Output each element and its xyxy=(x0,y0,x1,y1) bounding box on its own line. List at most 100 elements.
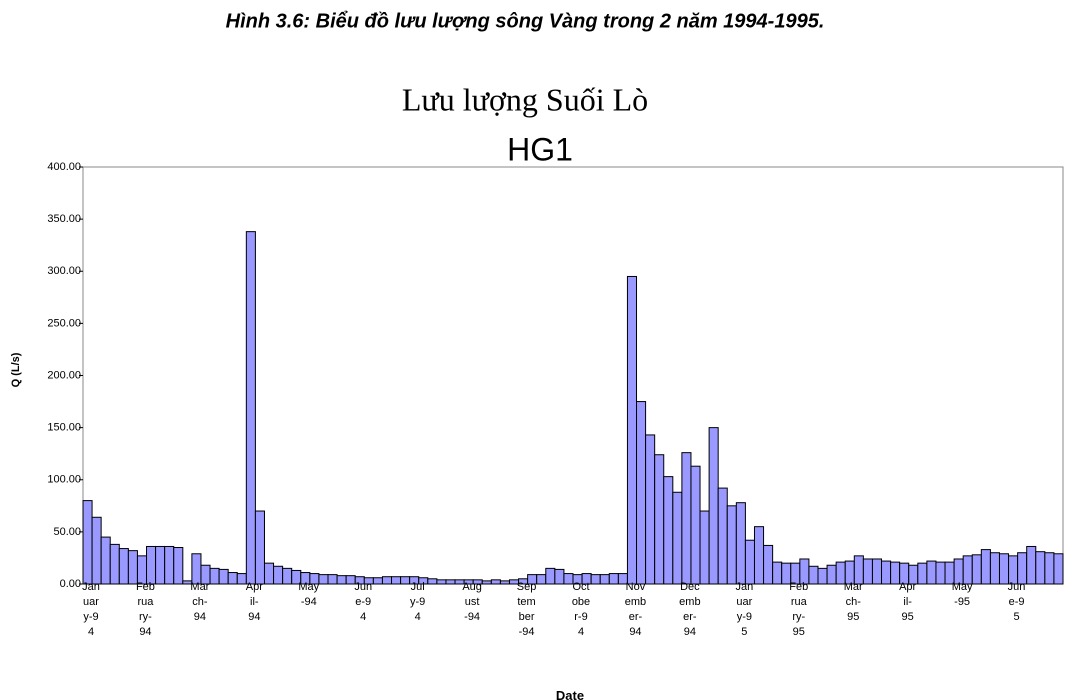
bar xyxy=(391,576,402,585)
bar xyxy=(962,555,973,585)
x-tick-label: Apr il-94 xyxy=(246,581,263,623)
bar xyxy=(545,567,556,585)
bar xyxy=(672,491,683,585)
bar xyxy=(118,548,129,585)
bar xyxy=(971,554,982,585)
bar xyxy=(436,579,447,585)
y-axis-label: Q (L/s) xyxy=(10,352,22,387)
bar xyxy=(599,574,610,585)
bar xyxy=(808,565,819,585)
bar xyxy=(862,558,873,585)
bar xyxy=(164,545,175,585)
bar xyxy=(917,562,928,585)
bar xyxy=(227,572,238,585)
bar xyxy=(100,536,111,585)
y-tick-label: 200.00 xyxy=(47,369,81,381)
bar xyxy=(490,579,501,585)
x-tick-label: Sep tem ber -94 xyxy=(517,581,537,638)
x-tick-label: May -95 xyxy=(952,581,973,608)
bar xyxy=(282,567,293,585)
y-tick-label: 100.00 xyxy=(47,474,81,486)
bar xyxy=(536,574,547,585)
bar xyxy=(91,516,102,585)
bar xyxy=(427,578,438,585)
bar xyxy=(209,567,220,585)
plot-frame xyxy=(82,166,1064,585)
bar xyxy=(772,561,783,585)
bar xyxy=(263,562,275,585)
bar xyxy=(1008,555,1019,585)
bar xyxy=(935,561,946,585)
bar xyxy=(626,275,638,585)
y-tick-label: 150.00 xyxy=(47,422,81,434)
bar xyxy=(1053,553,1064,585)
bar xyxy=(318,574,329,585)
bar xyxy=(645,434,656,585)
bar xyxy=(663,476,674,585)
x-tick-label: Feb rua ry-94 xyxy=(136,581,155,638)
bar xyxy=(708,427,719,585)
x-tick-label: Jul y-9 4 xyxy=(410,581,425,623)
bar xyxy=(726,505,737,585)
y-tick-label: 250.00 xyxy=(47,317,81,329)
y-tick-label: 400.00 xyxy=(47,161,81,173)
bar xyxy=(753,526,765,585)
bar xyxy=(400,576,411,585)
bar xyxy=(735,502,746,585)
bar xyxy=(327,574,338,585)
bar xyxy=(127,550,138,585)
x-tick-label: Jun e-9 4 xyxy=(354,581,372,623)
bar xyxy=(871,558,883,585)
x-tick-label: May -94 xyxy=(298,581,319,608)
x-tick-label: Jan uar y-9 5 xyxy=(735,581,753,638)
x-axis-label: Date xyxy=(556,688,584,700)
bar xyxy=(136,555,148,585)
bar xyxy=(554,568,565,585)
bar xyxy=(763,544,774,585)
x-tick-label: Feb rua ry-95 xyxy=(789,581,808,638)
x-tick-label: Oct obe r-9 4 xyxy=(572,581,590,638)
bar xyxy=(82,500,93,585)
bar xyxy=(699,510,710,585)
bar xyxy=(608,573,619,585)
bar xyxy=(445,579,456,585)
bar xyxy=(173,547,184,585)
bar xyxy=(1035,551,1046,585)
bar xyxy=(853,555,864,585)
bar xyxy=(826,564,837,585)
bar xyxy=(980,549,991,585)
bar xyxy=(155,545,166,585)
x-tick-label: Nov emb er-94 xyxy=(625,581,646,638)
bar xyxy=(817,567,828,585)
bar xyxy=(254,510,265,585)
bar xyxy=(590,574,601,585)
x-tick-label: Apr il-95 xyxy=(899,581,916,623)
bar xyxy=(926,560,937,585)
x-tick-label: Mar ch-94 xyxy=(190,581,209,623)
y-tick-label: 350.00 xyxy=(47,213,81,225)
bar xyxy=(336,575,347,585)
x-tick-label: Dec emb er-94 xyxy=(679,581,700,638)
y-tick-label: 50.00 xyxy=(53,526,81,538)
bar xyxy=(381,576,393,585)
bar xyxy=(191,553,202,585)
chart-subtitle: HG1 xyxy=(507,131,573,167)
bar xyxy=(881,560,892,585)
bar xyxy=(654,454,665,585)
bar xyxy=(989,552,1000,585)
x-tick-label: Aug ust -94 xyxy=(462,581,482,623)
caption: Hình 3.6: Biểu đồ lưu lượng sông Vàng tr… xyxy=(226,10,825,32)
bar xyxy=(245,231,256,585)
x-tick-label: Jun e-9 5 xyxy=(1008,581,1026,623)
bar xyxy=(372,577,383,585)
bar xyxy=(146,545,157,585)
x-tick-label: Mar ch-95 xyxy=(844,581,863,623)
bar xyxy=(109,543,120,585)
x-tick-label: Jan uar y-9 4 xyxy=(82,581,100,638)
bar xyxy=(273,565,284,585)
bar xyxy=(218,568,229,585)
y-tick-label: 300.00 xyxy=(47,265,81,277)
y-tick-label: 0.00 xyxy=(60,578,81,590)
